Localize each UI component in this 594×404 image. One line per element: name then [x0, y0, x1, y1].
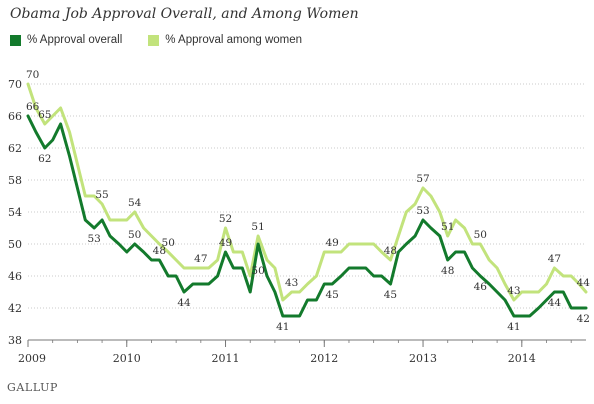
y-tick-label: 54: [8, 206, 22, 219]
x-tick-label: 2013: [409, 352, 437, 365]
data-label: 51: [251, 221, 264, 233]
data-label: 49: [219, 237, 232, 249]
data-label: 48: [153, 245, 166, 257]
data-label: 57: [416, 173, 429, 185]
series-line-overall: [26, 114, 588, 318]
data-label: 70: [26, 69, 39, 81]
legend-swatch-overall: [10, 34, 21, 46]
data-label: 44: [548, 297, 562, 309]
data-label: 49: [325, 237, 338, 249]
legend-item-overall: % Approval overall: [10, 34, 122, 46]
data-label: 51: [441, 221, 454, 233]
data-label: 52: [219, 213, 232, 225]
y-tick-label: 58: [8, 174, 22, 187]
y-tick-label: 62: [8, 142, 22, 155]
data-label: 44: [577, 277, 591, 289]
data-label: 62: [38, 153, 51, 165]
data-label: 44: [177, 297, 191, 309]
y-tick-label: 70: [8, 78, 22, 91]
y-tick-label: 46: [8, 270, 22, 283]
data-label: 45: [325, 289, 338, 301]
legend-label-women: % Approval among women: [165, 34, 303, 46]
data-label: 53: [416, 205, 429, 217]
data-label: 50: [251, 265, 264, 277]
y-tick-label: 42: [8, 302, 22, 315]
data-label: 48: [384, 245, 397, 257]
data-label: 42: [577, 313, 590, 325]
data-label: 43: [507, 285, 520, 297]
data-label: 48: [441, 265, 454, 277]
data-label: 54: [128, 197, 142, 209]
series-line-women: [26, 82, 588, 302]
data-label: 41: [507, 321, 520, 333]
chart-legend: % Approval overall % Approval among wome…: [10, 34, 328, 46]
data-label: 50: [162, 237, 175, 249]
y-tick-label: 50: [8, 238, 22, 251]
data-label: 50: [474, 229, 487, 241]
data-label: 65: [38, 109, 51, 121]
data-label: 43: [285, 277, 298, 289]
data-label: 66: [26, 101, 40, 113]
x-tick-label: 2009: [18, 352, 46, 365]
y-tick-label: 38: [8, 334, 22, 347]
legend-label-overall: % Approval overall: [27, 34, 123, 46]
data-label: 41: [276, 321, 289, 333]
y-tick-label: 66: [8, 110, 22, 123]
data-label: 50: [128, 229, 141, 241]
x-tick-label: 2010: [113, 352, 141, 365]
data-label: 47: [548, 253, 561, 265]
legend-swatch-women: [148, 34, 160, 46]
x-tick-label: 2014: [508, 352, 536, 365]
legend-item-women: % Approval among women: [148, 34, 302, 46]
chart-title: Obama Job Approval Overall, and Among Wo…: [10, 6, 359, 22]
x-tick-label: 2012: [310, 352, 338, 365]
x-tick-label: 2011: [212, 352, 240, 365]
data-label: 47: [194, 253, 207, 265]
data-label: 55: [95, 189, 108, 201]
gallup-logo: GALLUP: [7, 381, 59, 394]
data-label: 46: [474, 281, 488, 293]
data-label: 45: [384, 289, 397, 301]
data-label: 53: [87, 233, 100, 245]
